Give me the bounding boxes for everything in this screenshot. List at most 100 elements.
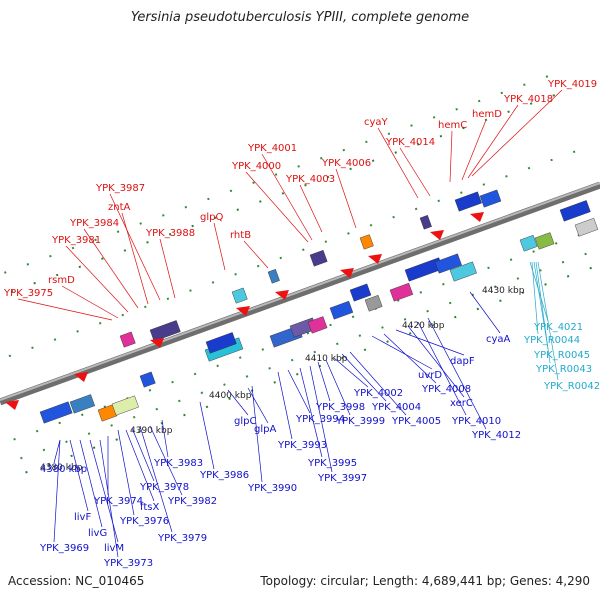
label-leader — [341, 353, 387, 402]
gene-label: YPK_3978 — [139, 482, 189, 493]
gene-label: YPK_3984 — [69, 218, 119, 229]
gene-label: YPK_4000 — [231, 161, 281, 172]
gene-label: ftsX — [140, 502, 159, 513]
label-leader — [125, 429, 155, 502]
gene-label: glpC — [234, 416, 256, 427]
label-leader — [349, 351, 407, 416]
gene-label: YPK_3999 — [335, 416, 385, 427]
label-leader — [227, 389, 249, 416]
forward-gene-arrow — [236, 306, 250, 316]
gene-label: YPK_4006 — [321, 158, 371, 169]
gene-label: YPK_3997 — [317, 473, 367, 484]
gene-label: YPK_3993 — [277, 440, 327, 451]
label-leader — [377, 127, 419, 199]
gene-label: YPK_4004 — [371, 402, 421, 413]
gene-feature — [329, 300, 354, 320]
gene-label: YPK_3987 — [95, 183, 145, 194]
gene-label: YPK_3998 — [315, 402, 365, 413]
forward-gene-arrow — [150, 338, 164, 348]
label-leader — [131, 427, 155, 482]
label-leader — [277, 371, 293, 440]
gene-label: cyaY — [364, 117, 389, 128]
label-leader — [407, 325, 465, 398]
scale-tick-label: 4400 kbp — [209, 391, 252, 401]
label-leader — [531, 261, 539, 335]
gene-label: 4380 kbp — [40, 464, 87, 475]
gene-label: livF — [74, 512, 91, 523]
gene-feature — [359, 234, 374, 250]
gene-feature — [389, 282, 414, 302]
gene-label: hemC — [438, 120, 467, 131]
label-leader — [99, 439, 119, 558]
label-leader — [333, 357, 369, 388]
gene-label: YPK_4019 — [547, 79, 597, 90]
gene-feature — [149, 320, 181, 342]
forward-gene-arrow — [470, 212, 484, 222]
gene-feature — [479, 189, 502, 208]
scale-tick-label: 4410 kbp — [305, 354, 348, 364]
label-leader — [149, 425, 183, 496]
gene-feature — [454, 191, 482, 212]
gene-label: YPK_4012 — [471, 430, 521, 441]
scale-ticks: 4380 kbp 4390 kbp 4400 kbp 4410 kbp 4420 kbp… — [40, 286, 525, 473]
genome-summary-text: Topology: circular; Length: 4,689,441 bp… — [260, 574, 590, 588]
genome-title: Yersinia pseudotuberculosis YPIII, compl… — [130, 10, 470, 25]
label-leader — [109, 193, 161, 301]
gene-label: dapF — [450, 356, 475, 367]
accession-text: Accession: NC_010465 — [8, 574, 145, 588]
label-leader — [417, 321, 467, 416]
gene-label: rhtB — [230, 230, 251, 241]
label-leader — [251, 385, 263, 483]
gene-label: YPK_R0043 — [535, 364, 592, 375]
gene-feature — [111, 395, 139, 416]
gene-label: YPK_3976 — [119, 516, 169, 527]
gene-label: YPK_3986 — [199, 470, 249, 481]
forward-gene-arrow — [5, 400, 19, 410]
gene-label: YPK_4008 — [421, 384, 471, 395]
gene-label: YPK_4001 — [247, 143, 297, 154]
label-leader — [65, 245, 129, 313]
forward-gene-arrow — [368, 254, 382, 264]
gene-label: cyaA — [486, 334, 511, 345]
gene-label: glpQ — [200, 212, 223, 223]
gene-label: rsmD — [48, 275, 75, 286]
label-leader — [461, 119, 487, 181]
gene-feature — [119, 331, 136, 348]
gene-label: YPK_R0045 — [533, 350, 590, 361]
gene-feature — [574, 217, 599, 237]
gene-feature — [519, 234, 538, 252]
lane-guide — [20, 247, 600, 460]
label-leader — [299, 184, 323, 233]
label-leader — [261, 153, 313, 241]
gene-label: YPK_3994 — [295, 414, 345, 425]
gene-label: YPK_3969 — [39, 543, 89, 554]
genome-backbone — [0, 181, 600, 406]
gene-feature — [39, 401, 73, 424]
label-leader — [449, 130, 453, 183]
gene-label: YPK_3982 — [167, 496, 217, 507]
label-leader — [89, 439, 119, 543]
scale-tick-label: 4390 kbp — [130, 426, 173, 436]
forward-gene-arrow — [340, 268, 354, 278]
label-leader — [383, 333, 437, 384]
label-leader — [247, 387, 269, 424]
gene-label: uvrD — [418, 370, 442, 381]
gene-feature — [364, 294, 383, 312]
forward-gene-arrow — [275, 290, 289, 300]
label-leader — [317, 361, 331, 402]
gene-label: YPK_3983 — [153, 458, 203, 469]
label-leader — [371, 335, 433, 370]
lane-guides — [0, 71, 600, 474]
label-leader — [199, 401, 215, 470]
label-leader — [427, 317, 487, 430]
gene-feature — [449, 261, 477, 282]
gene-label: YPK_R0044 — [523, 335, 580, 346]
genome-backbone-highlight — [0, 182, 600, 401]
gene-label: YPK_3988 — [145, 228, 195, 239]
gene-label: YPK_3981 — [51, 235, 101, 246]
gene-label: livM — [104, 543, 124, 554]
gene-feature — [231, 287, 248, 304]
gene-label: glpA — [254, 424, 276, 435]
gene-label: YPK_4005 — [391, 416, 441, 427]
gene-feature — [559, 200, 591, 222]
